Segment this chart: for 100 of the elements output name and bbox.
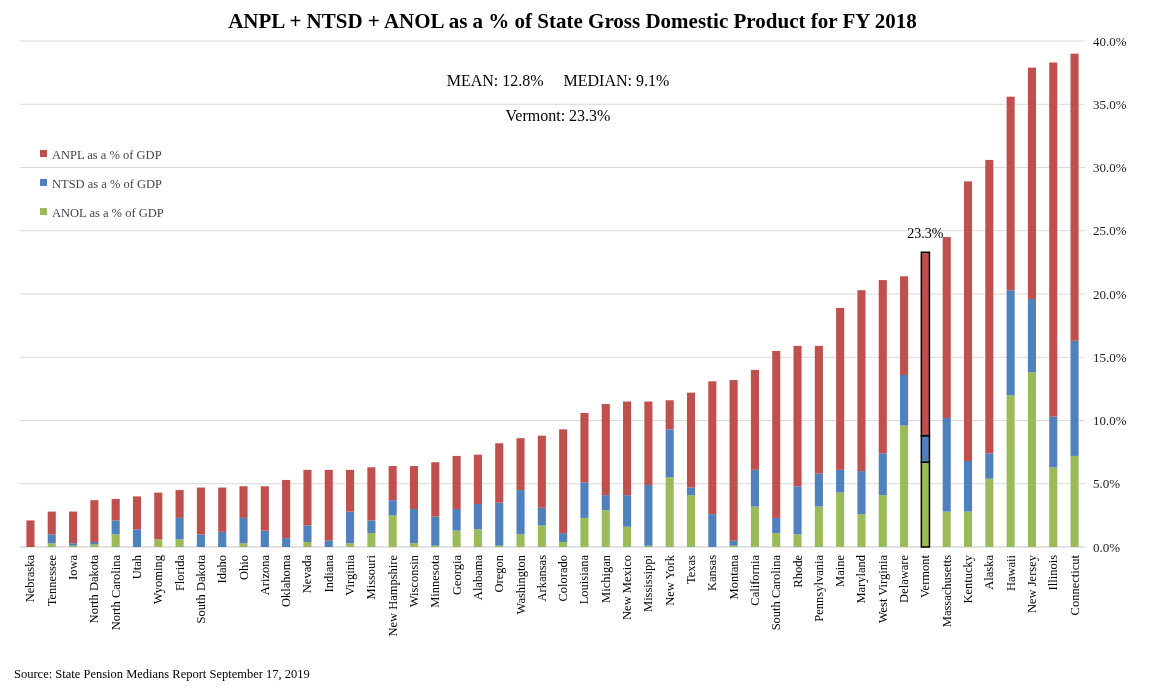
x-tick-label: Louisiana [577, 554, 592, 605]
bar [729, 380, 738, 541]
bar [665, 477, 674, 547]
x-tick-label: Kentucky [961, 554, 976, 604]
x-tick-label: Nebraska [23, 554, 38, 603]
bar [303, 541, 312, 547]
bar [388, 515, 397, 547]
y-tick-label: 25.0% [1093, 223, 1127, 239]
bar [686, 392, 696, 488]
bar [282, 538, 291, 547]
bar [814, 506, 823, 547]
x-tick-label: Oklahoma [279, 554, 294, 608]
x-tick-label: Connecticut [1067, 554, 1082, 616]
bar [601, 495, 610, 511]
x-tick-label: Kansas [705, 554, 720, 592]
x-tick-label: South Dakota [193, 554, 208, 624]
bar [324, 540, 333, 547]
x-tick-label: Arkansas [534, 554, 549, 602]
bar [729, 540, 738, 546]
x-tick-label: Mississippi [641, 554, 656, 612]
bar [1070, 455, 1079, 547]
x-tick-label: Rhode [790, 554, 805, 588]
bar [857, 290, 866, 472]
bar [47, 511, 56, 535]
bar [239, 543, 248, 547]
x-tick-label: North Dakota [87, 554, 102, 624]
x-tick-label: Arizona [257, 554, 272, 596]
bar [367, 467, 376, 521]
bar [793, 345, 802, 487]
x-tick-label: Wyoming [151, 554, 166, 605]
bar [772, 533, 781, 547]
bar [900, 276, 909, 375]
bar [218, 531, 227, 547]
bar [132, 529, 142, 547]
x-tick-label: West Virginia [875, 554, 890, 624]
bar [367, 520, 376, 534]
bar [431, 462, 440, 517]
bar [154, 492, 163, 540]
bar [601, 510, 610, 547]
bar [26, 520, 35, 547]
bar [559, 429, 568, 534]
bar [900, 374, 909, 426]
annotation: Vermont: 23.3% [505, 107, 611, 124]
x-tick-label: Ohio [236, 555, 251, 580]
bar [537, 525, 546, 547]
x-tick-label: Indiana [321, 554, 336, 593]
bar [175, 517, 184, 540]
bar [473, 503, 482, 530]
x-tick-label: Florida [172, 554, 187, 592]
bar [346, 469, 355, 512]
bar [409, 466, 419, 510]
x-tick-label: New York [662, 554, 677, 606]
bar [665, 429, 674, 478]
x-tick-label: Hawaii [1003, 554, 1018, 592]
bar [196, 534, 205, 547]
bar [196, 487, 205, 535]
bar [1049, 467, 1058, 547]
x-tick-label: Alaska [982, 554, 997, 590]
x-tick-label: Delaware [897, 554, 912, 603]
bar [985, 159, 994, 454]
x-tick-label: Utah [129, 554, 144, 580]
bar [878, 453, 887, 496]
bar [516, 534, 525, 547]
bar [260, 486, 269, 531]
bar [942, 417, 951, 512]
bar [1027, 299, 1036, 373]
bar [516, 490, 525, 535]
bar [750, 506, 759, 547]
bar [623, 526, 632, 547]
bar [324, 469, 333, 541]
bar [132, 496, 142, 530]
bar [644, 485, 653, 546]
bar [239, 517, 248, 544]
y-tick-label: 35.0% [1093, 96, 1127, 112]
bar [580, 517, 589, 547]
bar [452, 530, 461, 547]
bar [793, 534, 802, 547]
bar [388, 500, 397, 516]
x-tick-label: Pennsylvania [811, 554, 826, 622]
bar [580, 482, 589, 518]
x-tick-label: Maryland [854, 554, 869, 604]
bar [772, 350, 781, 518]
bar [900, 425, 909, 547]
y-tick-label: 15.0% [1093, 349, 1127, 365]
bar [409, 543, 419, 547]
bar [346, 511, 355, 544]
x-tick-label: New Jersey [1024, 554, 1039, 613]
bar [857, 514, 866, 547]
chart-title: ANPL + NTSD + ANOL as a % of State Gross Domestic Product for FY 2018 [228, 9, 917, 33]
bar [623, 495, 632, 527]
x-tick-label: Georgia [449, 554, 464, 596]
bar [1006, 290, 1015, 396]
bar [111, 498, 120, 521]
bar [1070, 340, 1079, 456]
bar [303, 525, 312, 542]
x-tick-label: South Carolina [769, 554, 784, 631]
bar [239, 486, 248, 518]
bar [90, 500, 99, 542]
x-tick-label: Tennessee [44, 554, 59, 607]
bar [452, 509, 461, 531]
